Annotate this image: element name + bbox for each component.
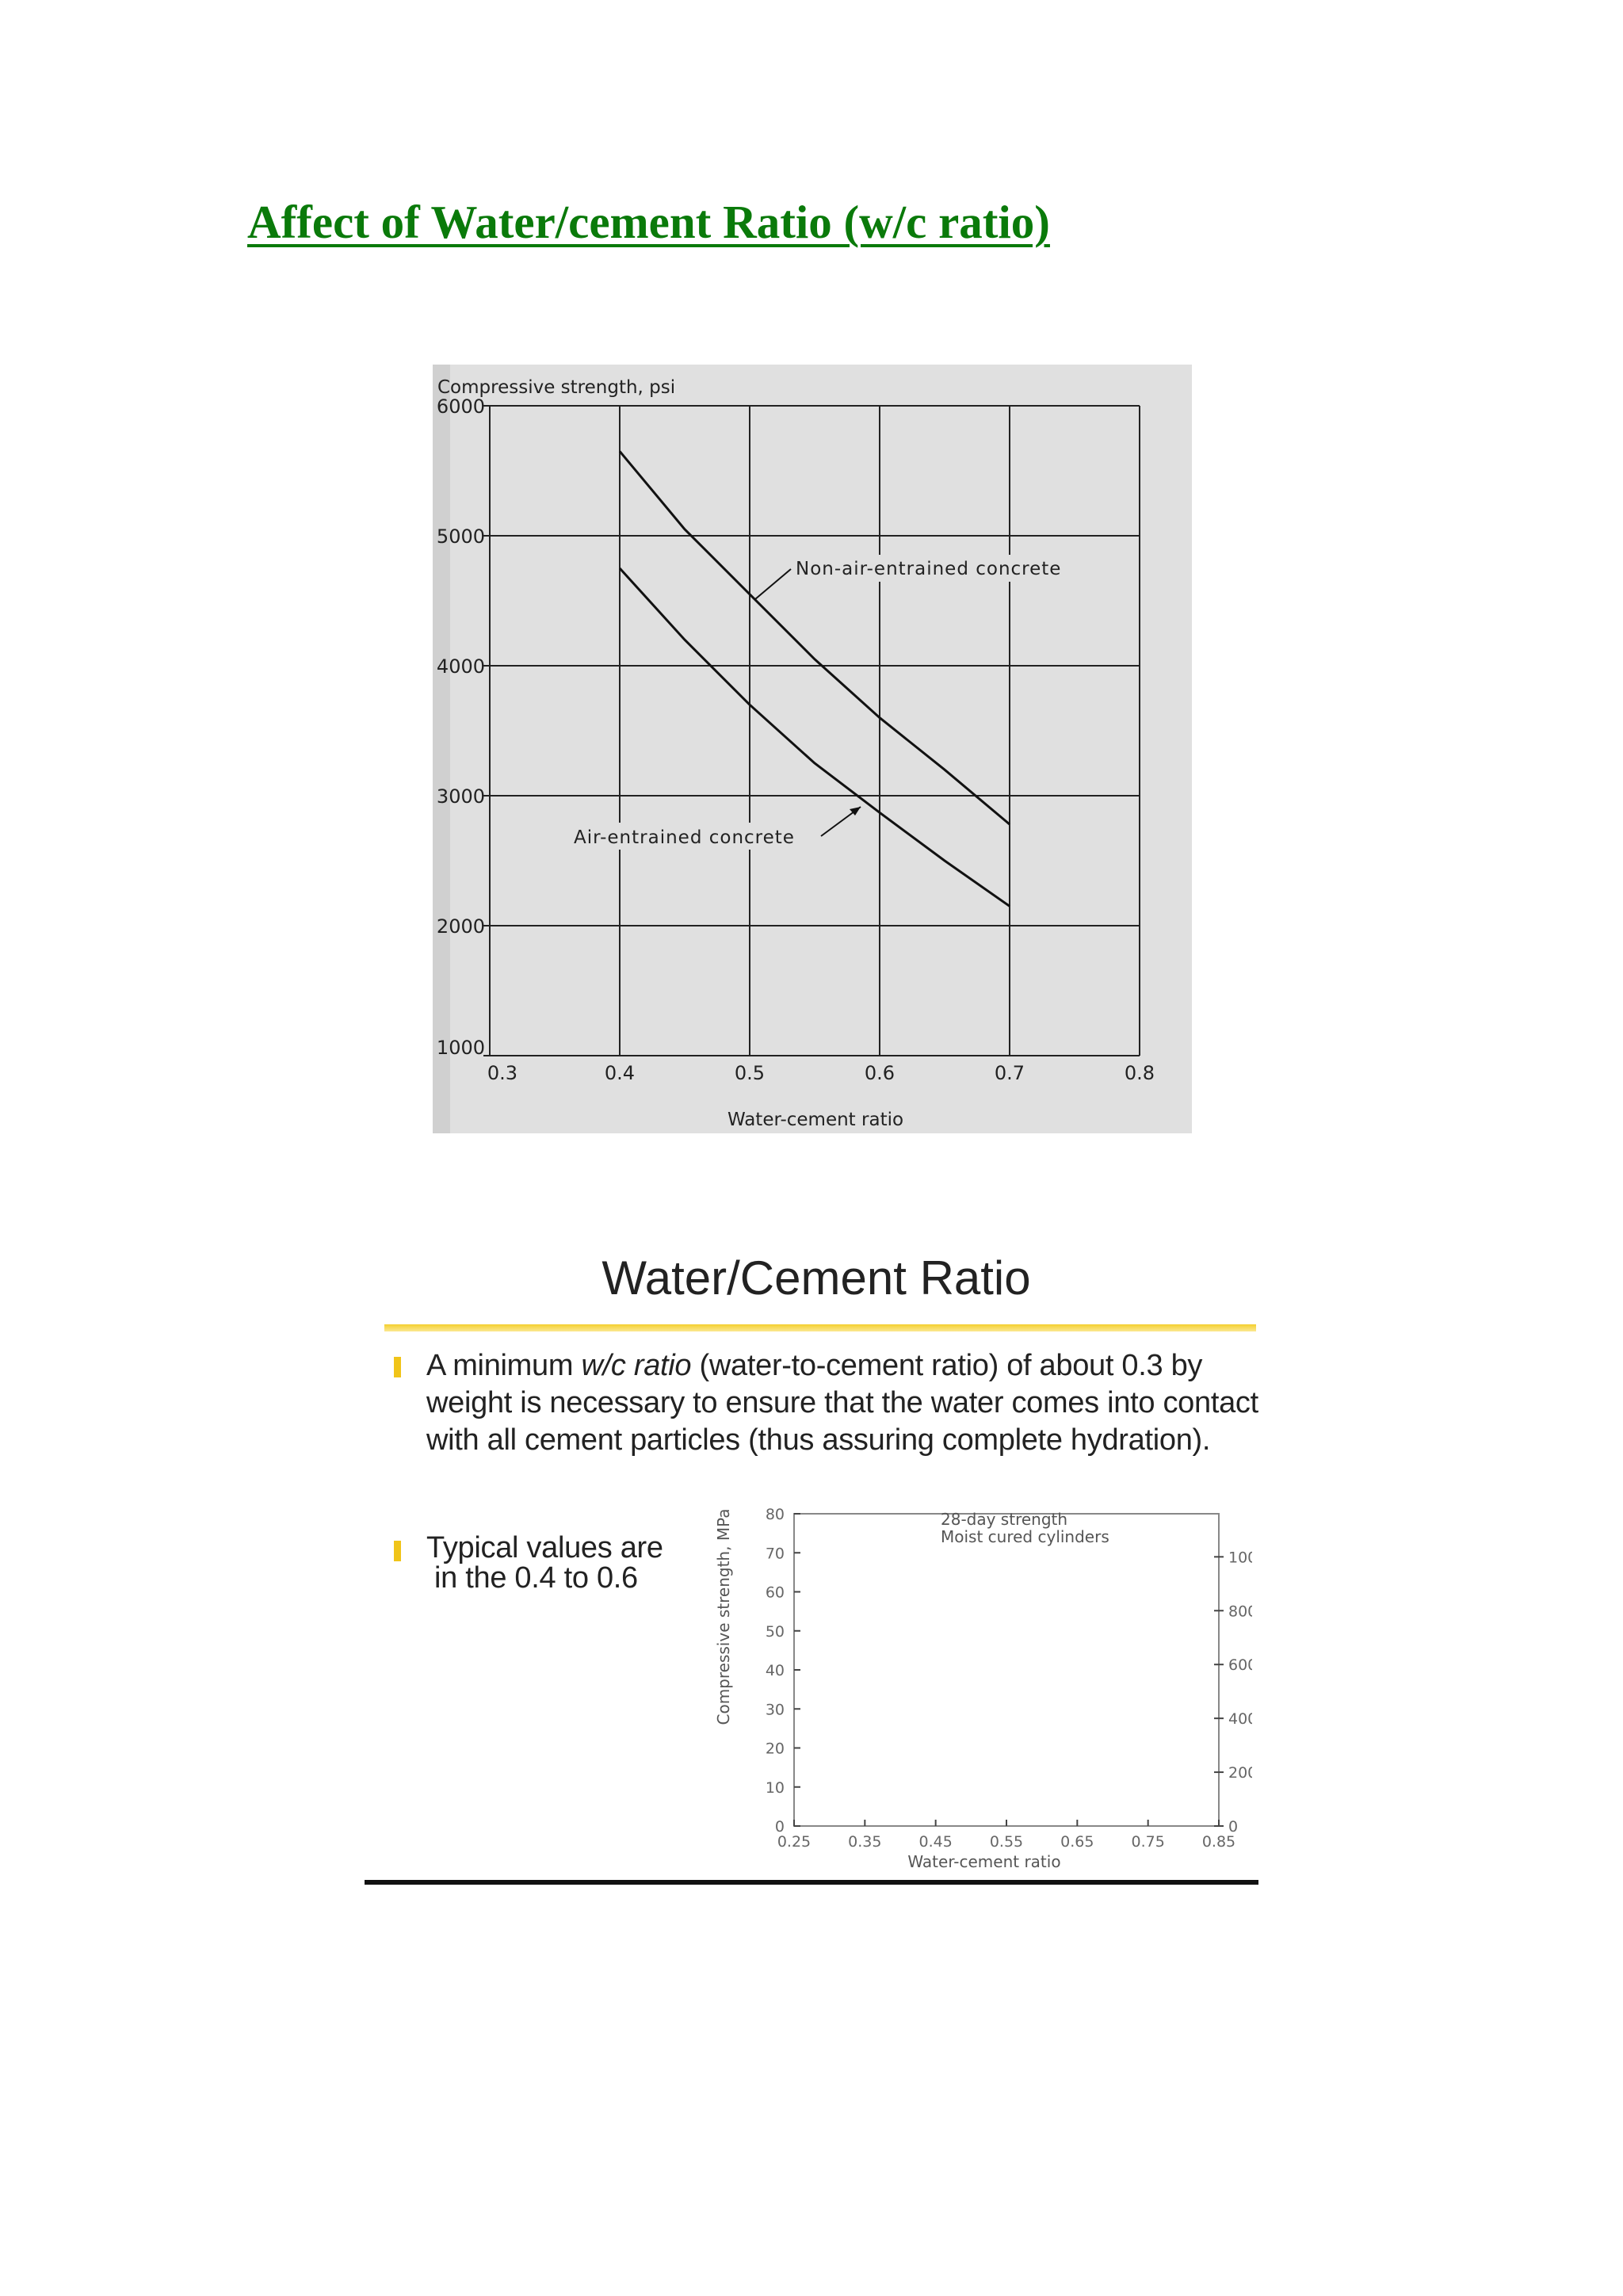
y-tick-label: 5000 <box>437 525 485 548</box>
y2-tick-label: 6000 <box>1228 1656 1252 1674</box>
x-tick-label: 0.85 <box>1202 1833 1235 1851</box>
bullet-marker <box>394 1541 401 1561</box>
annotation-bg <box>792 555 1093 582</box>
y-tick-label: 3000 <box>437 785 485 808</box>
y-tick-label: 20 <box>766 1740 785 1758</box>
y-tick-label: 6000 <box>437 395 485 418</box>
y-axis-label: Compressive strength, MPa <box>714 1509 733 1725</box>
chart-compressive-strength-mpa: 0.25 0.35 0.45 0.55 0.65 0.75 0.85010203040506… <box>714 1506 1252 1871</box>
x-tick-label: 0.4 <box>605 1062 635 1084</box>
x-tick-label: 0.65 <box>1060 1833 1094 1851</box>
slide-title-rule <box>384 1324 1256 1331</box>
figure-strength-vs-wc-ratio: Compressive strength, psi Water-cement r… <box>433 365 1192 1133</box>
y2-tick-label: 0 <box>1228 1818 1238 1836</box>
x-tick-label: 0.75 <box>1132 1833 1165 1851</box>
x-tick-label: 0.8 <box>1125 1062 1155 1084</box>
y-tick-label: 1000 <box>437 1037 485 1059</box>
bullet-text-post: (water-to-cement ratio) of about 0.3 by … <box>426 1349 1258 1457</box>
y-tick-label: 50 <box>766 1623 785 1641</box>
y-tick-label: 80 <box>766 1506 785 1523</box>
y-tick-label: 4000 <box>437 655 485 678</box>
series-line-air-entrained <box>618 567 1010 907</box>
annotation-air: Air-entrained concrete <box>569 806 861 850</box>
slide-title: Water/Cement Ratio <box>601 1251 1031 1305</box>
bullet-text-pre: A minimum <box>426 1349 582 1382</box>
annotation-air-label: Air-entrained concrete <box>574 827 795 848</box>
x-axis-label: Water-cement ratio <box>727 1110 903 1130</box>
y-tick-label: 0 <box>775 1818 785 1836</box>
x-tick-label: 0.6 <box>865 1062 895 1084</box>
y-tick-label: 10 <box>766 1779 785 1797</box>
bullet-minimum-wc-ratio: A minimum w/c ratio (water-to-cement rat… <box>426 1347 1266 1459</box>
x-tick-label: 0.5 <box>735 1062 765 1084</box>
y-tick-label: 40 <box>766 1662 785 1679</box>
y-tick-label: 30 <box>766 1701 785 1718</box>
slide-bottom-rule <box>365 1880 1258 1885</box>
axis-ticks: 0.25 0.35 0.45 0.55 0.65 0.75 0.85010203040506… <box>766 1506 1252 1851</box>
chart-background <box>433 365 1192 1133</box>
x-tick-label: 0.35 <box>848 1833 881 1851</box>
series <box>618 450 1010 907</box>
slide-water-cement-ratio: Water/Cement Ratio A minimum w/c ratio (… <box>365 1236 1268 1886</box>
chart-compressive-strength-psi: Compressive strength, psi Water-cement r… <box>433 365 1192 1133</box>
grid <box>489 405 1140 1056</box>
annotation-moist-cured: Moist cured cylinders <box>941 1527 1109 1546</box>
x-axis-label: Water-cement ratio <box>907 1852 1060 1871</box>
series-line-non-air-entrained <box>618 450 1010 826</box>
bullet-text-emphasis: w/c ratio <box>581 1349 692 1382</box>
annotation-arrowhead <box>850 807 861 816</box>
axis-ticks: 0.3 0.4 0.5 0.6 0.7 0.8 1000 2000 3000 4000 5000 60… <box>437 395 1155 1084</box>
chart-left-shade <box>433 365 450 1133</box>
y2-tick-label: 4000 <box>1228 1710 1252 1728</box>
annotation-leader <box>754 568 792 600</box>
x-tick-label: 0.45 <box>919 1833 953 1851</box>
x-tick-label: 0.25 <box>777 1833 811 1851</box>
bullet-line: Typical values are <box>426 1531 663 1564</box>
y2-tick-label: 10000 <box>1228 1549 1252 1566</box>
x-tick-label: 0.55 <box>990 1833 1023 1851</box>
y-tick-label: 60 <box>766 1584 785 1602</box>
page-title: Affect of Water/cement Ratio (w/c ratio) <box>247 196 1050 248</box>
annotation-bg <box>569 823 819 850</box>
y-axis-label: Compressive strength, psi <box>437 377 675 398</box>
annotation-non-air: Non-air-entrained concrete <box>754 555 1093 600</box>
y2-tick-label: 8000 <box>1228 1603 1252 1620</box>
y2-tick-label: 2000 <box>1228 1764 1252 1782</box>
annotation-28-day-strength: 28-day strength <box>941 1510 1067 1529</box>
bullet-marker <box>394 1357 401 1377</box>
axes <box>793 1513 1220 1827</box>
bullet-typical-values: Typical values are in the 0.4 to 0.6 <box>426 1533 696 1593</box>
plot-frame <box>793 1513 1220 1827</box>
annotation-non-air-label: Non-air-entrained concrete <box>796 559 1061 579</box>
y-tick-label: 70 <box>766 1545 785 1562</box>
y-tick-label: 2000 <box>437 915 485 938</box>
bullet-line: in the 0.4 to 0.6 <box>434 1561 638 1595</box>
x-tick-label: 0.7 <box>995 1062 1025 1084</box>
x-tick-label: 0.3 <box>487 1062 517 1084</box>
